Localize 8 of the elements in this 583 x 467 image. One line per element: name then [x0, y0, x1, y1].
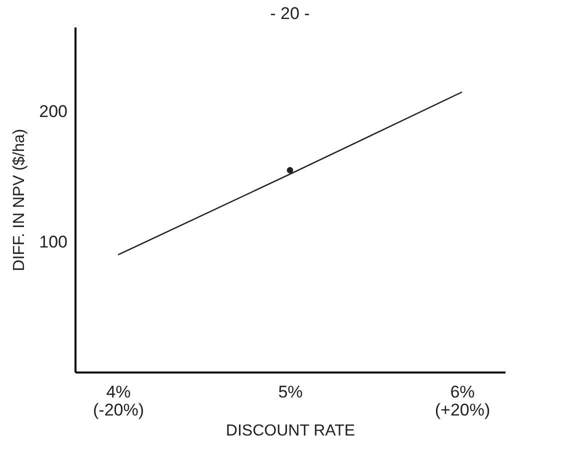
y-axis-title: DIFF. IN NPV ($/ha)	[11, 128, 28, 272]
x-tick-label: 6% (+20%)	[434, 382, 490, 420]
y-tick-label: 200	[39, 102, 68, 122]
x-tick-label: 5%	[278, 382, 303, 402]
x-tick-label: 4% (-20%)	[92, 382, 144, 420]
text: - 20 -	[270, 4, 310, 23]
y-tick-label: 100	[39, 232, 68, 252]
x-axis-title: DISCOUNT RATE	[226, 422, 356, 440]
